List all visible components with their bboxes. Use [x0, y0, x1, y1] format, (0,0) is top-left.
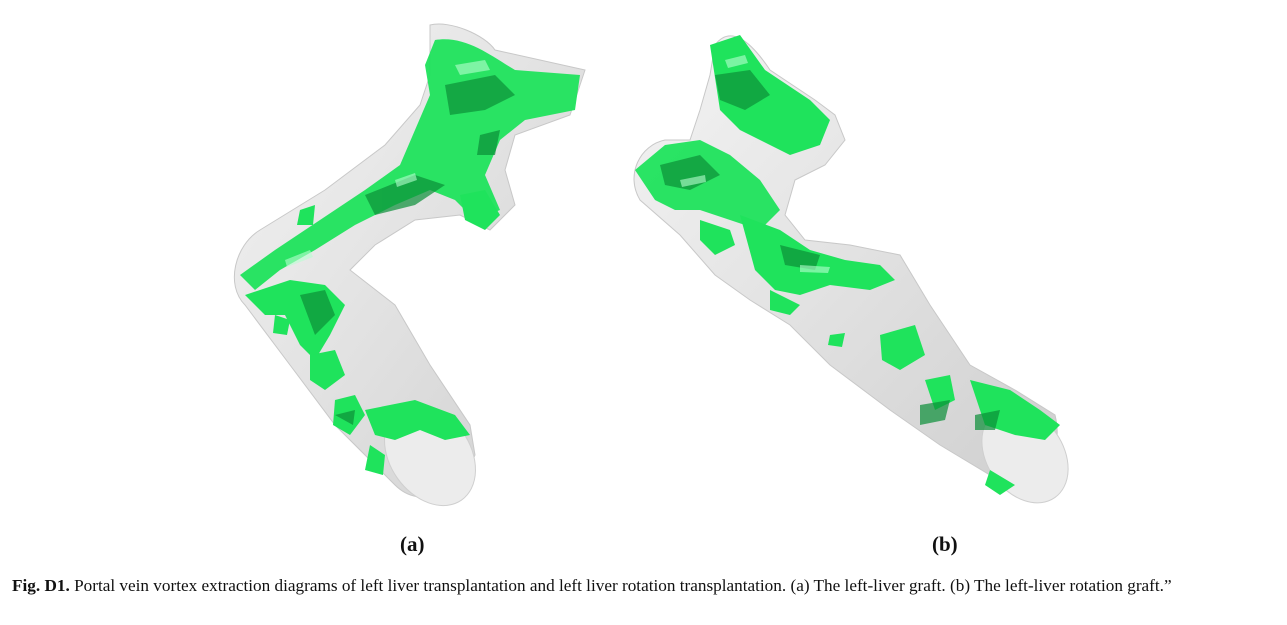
- vortex-structures-a: [240, 39, 580, 475]
- panel-label-b: (b): [932, 532, 958, 556]
- panel-label-a: (a): [400, 532, 425, 556]
- vortex-highlights-a: [285, 60, 490, 267]
- figure-panel-a: [215, 15, 595, 515]
- figure-caption: Fig. D1. Portal vein vortex extraction d…: [12, 574, 1277, 597]
- vortex-shading-a: [300, 75, 515, 425]
- vortex-structures-b: [635, 35, 1060, 495]
- figure-panel-b: [620, 15, 1070, 505]
- vortex-highlights-b: [680, 55, 830, 273]
- figure-number: Fig. D1.: [12, 576, 70, 595]
- vessel-render-b: [633, 35, 1069, 504]
- vessel-render-a: [233, 23, 586, 507]
- caption-text: Portal vein vortex extraction diagrams o…: [74, 576, 1172, 595]
